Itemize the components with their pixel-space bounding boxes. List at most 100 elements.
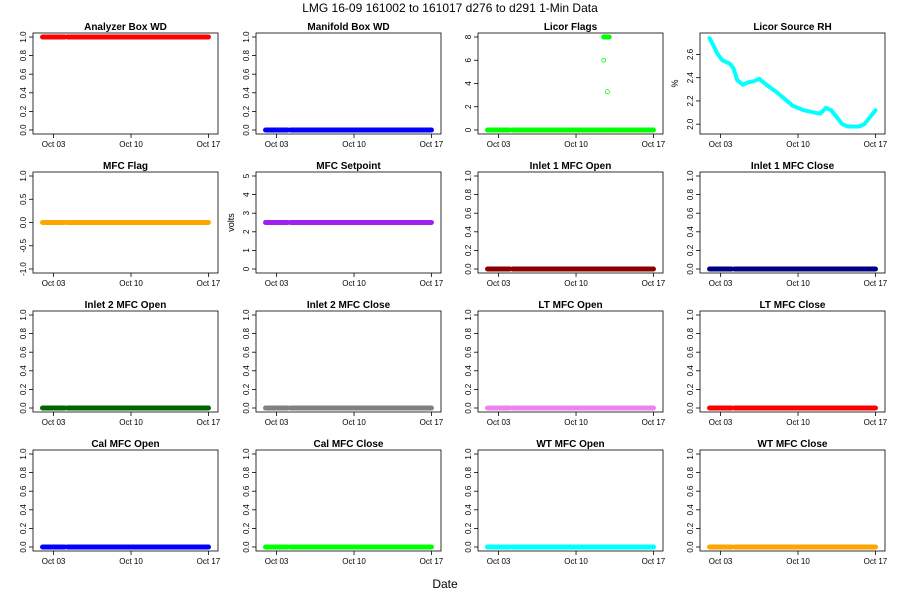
y-tick-label: 0.0 — [242, 124, 251, 136]
panel-title: Cal MFC Close — [313, 439, 383, 450]
y-tick-label: 0.2 — [19, 383, 28, 395]
y-tick-label: 6 — [464, 57, 473, 62]
y-tick-label: 0.0 — [242, 402, 251, 414]
plot-frame — [477, 171, 664, 274]
y-tick-label: 0.4 — [464, 504, 473, 516]
y-tick-label: 1.0 — [242, 448, 251, 460]
plot-frame — [255, 32, 442, 135]
chart-panel: MFC Setpoint 0 1 2 3 4 5 volts Oct 03 Oct 10 Oct 1… — [226, 161, 444, 288]
y-axis-label: volts — [226, 213, 236, 232]
y-tick-label: 0.2 — [464, 383, 473, 395]
y-tick-label: 0.4 — [242, 504, 251, 516]
figure-title: LMG 16-09 161002 to 161017 d276 to d291 … — [302, 1, 598, 15]
x-tick-label: Oct 10 — [119, 418, 143, 427]
chart-panel: Manifold Box WD 0.0 0.2 0.4 0.6 0.8 1.0 Oct 03 O… — [242, 22, 444, 149]
panel-title: LT MFC Open — [538, 300, 602, 311]
x-tick-label: Oct 17 — [420, 140, 444, 149]
y-tick-label: 1.0 — [19, 309, 28, 321]
plot-frame — [699, 310, 886, 413]
data-point — [601, 57, 607, 63]
panel-title: Licor Flags — [544, 22, 598, 33]
x-tick-label: Oct 10 — [786, 557, 810, 566]
plot-frame — [255, 171, 442, 274]
y-tick-label: 1.0 — [464, 309, 473, 321]
y-tick-label: 0.0 — [464, 541, 473, 553]
y-tick-label: 0.4 — [242, 365, 251, 377]
x-tick-label: Oct 17 — [864, 418, 888, 427]
y-tick-label: 1.0 — [686, 170, 695, 182]
y-tick-label: 0.6 — [464, 207, 473, 219]
x-tick-label: Oct 17 — [420, 557, 444, 566]
y-tick-label: 1.0 — [464, 170, 473, 182]
data-point — [604, 89, 610, 95]
y-tick-label: 1.0 — [242, 309, 251, 321]
x-tick-label: Oct 10 — [786, 418, 810, 427]
y-tick-label: 0.0 — [686, 402, 695, 414]
chart-panel: WT MFC Close 0.0 0.2 0.4 0.6 0.8 1.0 Oct 03 Oct … — [686, 439, 888, 566]
y-tick-label: 0.0 — [464, 402, 473, 414]
y-tick-label: 0.4 — [464, 365, 473, 377]
y-tick-label: 2 — [242, 229, 251, 234]
panel-title: Manifold Box WD — [307, 22, 389, 33]
plot-frame — [477, 310, 664, 413]
chart-panel: LT MFC Open 0.0 0.2 0.4 0.6 0.8 1.0 Oct 03 Oct 1… — [464, 300, 666, 427]
y-tick-label: 0.2 — [242, 522, 251, 534]
y-tick-label: 8 — [464, 34, 473, 39]
y-tick-label: 0.0 — [19, 124, 28, 136]
x-tick-label: Oct 17 — [864, 557, 888, 566]
y-tick-label: 0.4 — [686, 504, 695, 516]
x-tick-label: Oct 10 — [564, 418, 588, 427]
y-tick-label: 0.8 — [19, 466, 28, 478]
y-tick-label: 0 — [464, 127, 473, 132]
y-tick-label: 0.4 — [686, 365, 695, 377]
x-tick-label: Oct 10 — [786, 279, 810, 288]
panel-title: WT MFC Open — [536, 439, 604, 450]
plot-frame — [32, 449, 219, 552]
panel-title: Cal MFC Open — [91, 439, 159, 450]
y-tick-label: 0.0 — [686, 263, 695, 275]
x-tick-label: Oct 03 — [42, 140, 66, 149]
y-tick-label: 0.2 — [686, 244, 695, 256]
y-tick-label: 0.4 — [242, 87, 251, 99]
y-tick-label: 2 — [464, 104, 473, 109]
y-tick-label: 0.5 — [19, 193, 28, 205]
chart-panel: Cal MFC Open 0.0 0.2 0.4 0.6 0.8 1.0 Oct 03 Oct … — [19, 439, 221, 566]
chart-panel: Inlet 1 MFC Open 0.0 0.2 0.4 0.6 0.8 1.0 Oct 03… — [464, 161, 666, 288]
panel-title: Inlet 1 MFC Open — [530, 161, 612, 172]
x-tick-label: Oct 10 — [564, 140, 588, 149]
y-tick-label: 0.4 — [19, 504, 28, 516]
figure-xlabel: Date — [432, 577, 458, 591]
x-tick-label: Oct 17 — [197, 418, 221, 427]
plot-frame — [477, 32, 664, 135]
y-tick-label: 0.0 — [242, 541, 251, 553]
panel-title: Inlet 1 MFC Close — [751, 161, 835, 172]
y-tick-label: 0 — [242, 266, 251, 271]
y-tick-label: 0.2 — [242, 383, 251, 395]
y-tick-label: 0.2 — [19, 522, 28, 534]
y-tick-label: 0.0 — [464, 263, 473, 275]
x-tick-label: Oct 17 — [420, 279, 444, 288]
y-tick-label: 0.8 — [242, 49, 251, 61]
x-tick-label: Oct 17 — [864, 279, 888, 288]
x-tick-label: Oct 03 — [265, 279, 289, 288]
chart-panel: Licor Flags 0 2 4 6 8 Oct 03 Oct 10 Oct 17 — [464, 22, 666, 149]
y-tick-label: -0.5 — [19, 238, 28, 252]
x-tick-label: Oct 03 — [487, 418, 511, 427]
plot-frame — [477, 449, 664, 552]
y-tick-label: 0.6 — [686, 346, 695, 358]
y-tick-label: 0.4 — [19, 87, 28, 99]
y-tick-label: 0.2 — [464, 522, 473, 534]
x-tick-label: Oct 10 — [342, 140, 366, 149]
plot-frame — [32, 32, 219, 135]
y-tick-label: 0.6 — [464, 485, 473, 497]
x-tick-label: Oct 03 — [487, 279, 511, 288]
x-tick-label: Oct 17 — [197, 140, 221, 149]
x-tick-label: Oct 03 — [265, 557, 289, 566]
y-tick-label: 0.8 — [464, 188, 473, 200]
x-tick-label: Oct 17 — [642, 140, 666, 149]
y-tick-label: -1.0 — [19, 262, 28, 276]
x-tick-label: Oct 03 — [265, 140, 289, 149]
y-tick-label: 1.0 — [242, 31, 251, 43]
y-tick-label: 0.0 — [19, 402, 28, 414]
chart-panel: Cal MFC Close 0.0 0.2 0.4 0.6 0.8 1.0 Oct 03 Oct… — [242, 439, 444, 566]
